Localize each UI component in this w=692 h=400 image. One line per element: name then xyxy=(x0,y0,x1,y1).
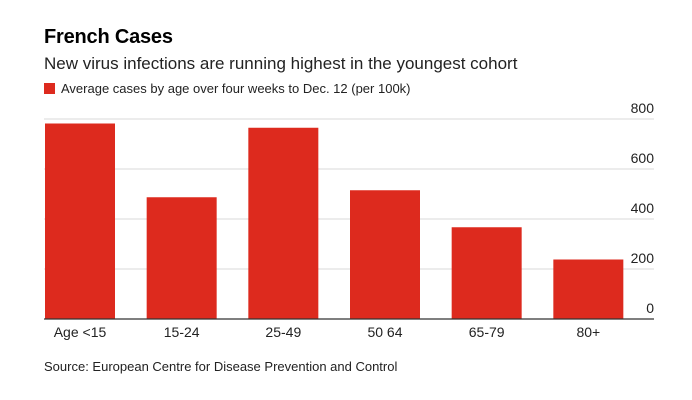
label-layer: 0 200 400 600 800 Age <15 15-24 25-49 50 64 65-79… xyxy=(54,100,654,340)
y-tick-label: 200 xyxy=(631,250,655,266)
y-tick-label: 800 xyxy=(631,100,655,116)
x-tick-label: 50 64 xyxy=(367,324,402,340)
legend-label: Average cases by age over four weeks to … xyxy=(61,81,411,96)
bar-layer xyxy=(45,123,624,319)
chart-title: French Cases xyxy=(44,26,173,48)
legend: Average cases by age over four weeks to … xyxy=(44,81,411,96)
y-tick-label: 0 xyxy=(646,300,654,316)
bar xyxy=(350,190,420,319)
y-tick-label: 400 xyxy=(631,200,655,216)
grid-layer xyxy=(44,118,654,270)
x-tick-label: 15-24 xyxy=(164,324,200,340)
y-tick-label: 600 xyxy=(631,150,655,166)
source-note: Source: European Centre for Disease Prev… xyxy=(44,359,398,374)
bar xyxy=(146,197,217,319)
x-tick-label: 25-49 xyxy=(265,324,301,340)
x-tick-label: Age <15 xyxy=(54,324,107,340)
bar xyxy=(553,259,624,319)
bar xyxy=(248,127,319,319)
legend-swatch xyxy=(44,83,55,94)
x-tick-label: 80+ xyxy=(576,324,600,340)
chart-subtitle: New virus infections are running highest… xyxy=(44,54,518,73)
x-tick-label: 65-79 xyxy=(469,324,505,340)
bar xyxy=(45,123,115,319)
bar xyxy=(451,227,522,319)
